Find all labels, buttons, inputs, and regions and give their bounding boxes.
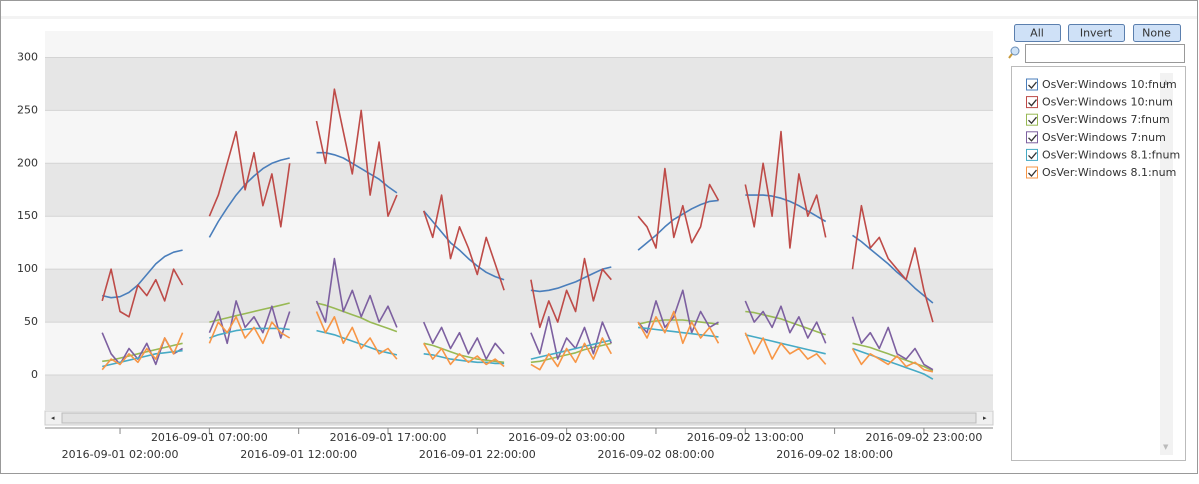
scroll-right[interactable]: ▸	[983, 414, 987, 422]
legend-label[interactable]: OsVer:Windows 8.1:num	[1042, 166, 1176, 179]
search-icon	[1010, 46, 1020, 56]
y-tick-label: 250	[17, 103, 38, 116]
y-tick-label: 200	[17, 156, 38, 169]
plot-band	[45, 269, 993, 323]
legend-label[interactable]: OsVer:Windows 8.1:fnum	[1042, 148, 1180, 161]
legend-checkmark	[1028, 169, 1037, 177]
legend-scroll-up[interactable]: ▲	[1163, 78, 1169, 86]
y-tick-label: 150	[17, 209, 38, 222]
legend-label[interactable]: OsVer:Windows 10:fnum	[1042, 78, 1177, 91]
button-label[interactable]: None	[1142, 27, 1171, 40]
scroll-left[interactable]: ◂	[51, 414, 55, 422]
legend-label[interactable]: OsVer:Windows 7:fnum	[1042, 113, 1170, 126]
x-tick-label: 2016-09-02 13:00:00	[687, 431, 804, 444]
x-tick-label: 2016-09-01 12:00:00	[240, 448, 357, 461]
legend-checkmark	[1028, 99, 1037, 107]
legend-checkbox[interactable]	[1026, 96, 1038, 109]
legend-checkmark	[1028, 134, 1037, 142]
x-tick-label: 2016-09-01 17:00:00	[330, 431, 447, 444]
y-tick-label: 50	[24, 315, 38, 328]
series-line	[101, 88, 934, 329]
legend-checkmark	[1028, 116, 1037, 125]
legend-checkbox[interactable]	[1026, 78, 1038, 91]
legend-scrollbar[interactable]	[1160, 73, 1173, 455]
legend-label[interactable]: OsVer:Windows 10:num	[1042, 96, 1173, 109]
legend-checkbox[interactable]	[1026, 113, 1038, 126]
series-line	[102, 326, 934, 380]
button-label[interactable]: All	[1030, 27, 1044, 40]
y-tick-label: 100	[17, 262, 38, 275]
plot-band	[45, 375, 993, 411]
x-tick-label: 2016-09-01 22:00:00	[419, 448, 536, 461]
y-tick-label: 0	[31, 368, 38, 381]
y-tick-label: 300	[17, 50, 38, 63]
legend-checkbox[interactable]	[1026, 166, 1038, 179]
x-tick-label: 2016-09-01 07:00:00	[151, 431, 268, 444]
button[interactable]	[1068, 24, 1125, 42]
plot-band	[45, 57, 993, 111]
series-line	[101, 257, 934, 371]
series-line	[101, 310, 934, 373]
x-tick-label: 2016-09-02 18:00:00	[776, 448, 893, 461]
legend-scroll-down[interactable]: ▼	[1163, 443, 1169, 451]
legend-checkbox[interactable]	[1026, 131, 1038, 144]
legend-checkmark	[1028, 151, 1037, 160]
search-box[interactable]	[1025, 44, 1185, 63]
top-strip	[1, 16, 1197, 19]
x-tick-label: 2016-09-01 02:00:00	[62, 448, 179, 461]
legend-checkbox[interactable]	[1026, 148, 1038, 161]
button-label[interactable]: Invert	[1080, 27, 1113, 40]
x-tick-label: 2016-09-02 23:00:00	[866, 431, 983, 444]
legend-checkmark	[1028, 81, 1037, 89]
x-tick-label: 2016-09-02 08:00:00	[598, 448, 715, 461]
button[interactable]	[1133, 24, 1181, 42]
button[interactable]	[1014, 24, 1061, 42]
scrollbar-thumb[interactable]	[61, 412, 977, 424]
plot-band	[45, 163, 993, 217]
x-tick-label: 2016-09-02 03:00:00	[508, 431, 625, 444]
legend-label[interactable]: OsVer:Windows 7:num	[1042, 131, 1166, 144]
search-icon-handle	[1008, 53, 1013, 59]
legend-panel	[1011, 66, 1186, 461]
